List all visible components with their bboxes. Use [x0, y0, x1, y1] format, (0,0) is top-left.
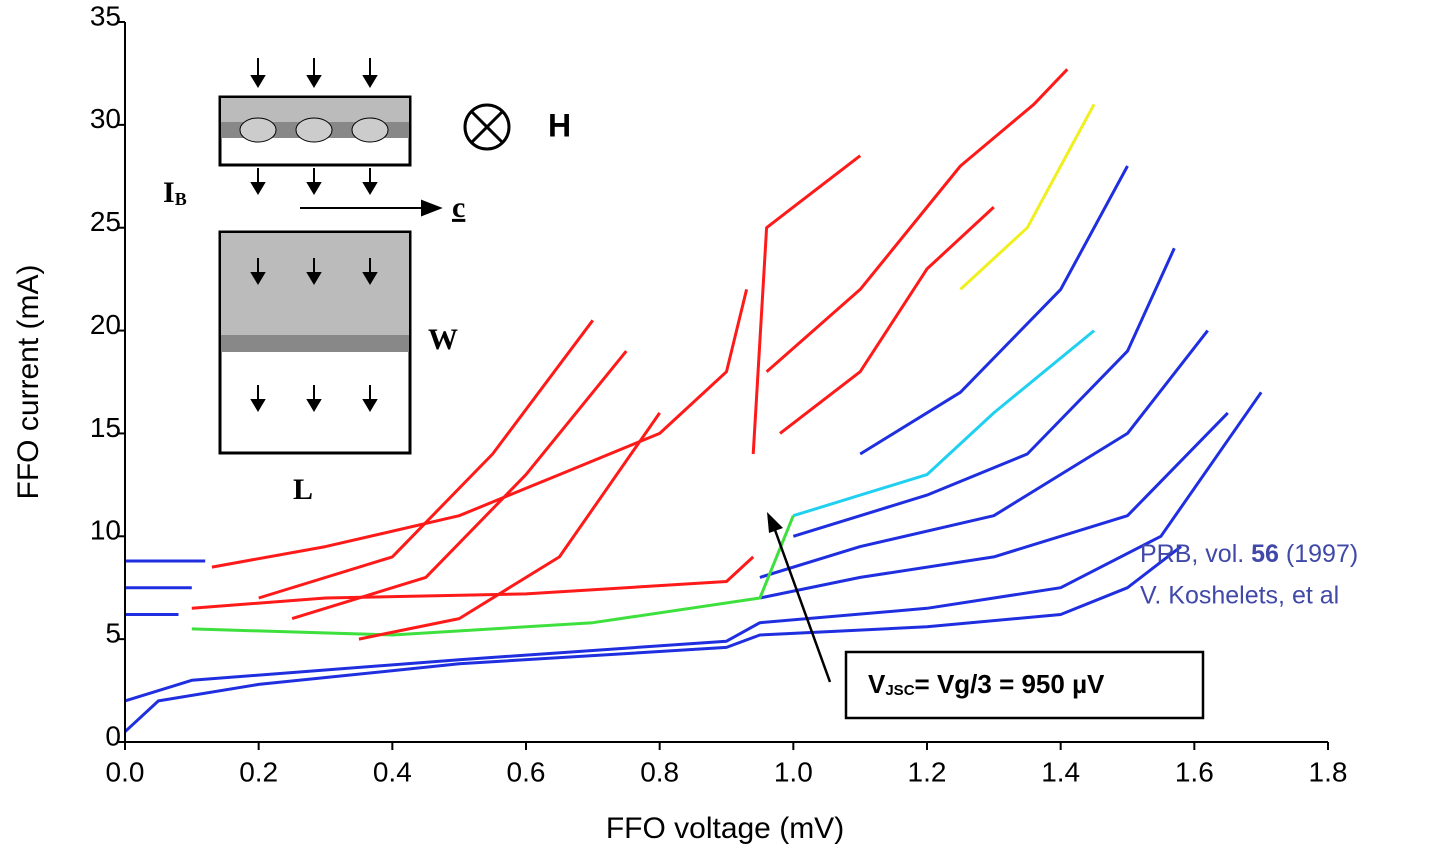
annotation-rest: = Vg/3 = 950 µV	[915, 669, 1106, 699]
y-tick-label: 25	[90, 206, 121, 237]
iv-curve	[123, 545, 1182, 733]
x-tick-label: 0.4	[373, 756, 412, 787]
inset-layer	[221, 233, 409, 335]
annotation-text: VJSC= Vg/3 = 950 µV	[868, 669, 1105, 699]
reference-volume: 56	[1251, 540, 1279, 568]
iv-curve	[191, 515, 795, 637]
x-tick-label: 0.8	[640, 756, 679, 787]
iv-curve	[792, 329, 1096, 518]
vortex	[239, 117, 277, 143]
y-tick-label: 30	[90, 103, 121, 134]
field-label: H	[548, 107, 571, 143]
iv-curve	[859, 165, 1129, 456]
current-label: IB	[163, 176, 187, 209]
x-tick-label: 0.2	[239, 756, 278, 787]
inset-diagram: H IB c W L	[163, 58, 571, 506]
field-symbol	[470, 110, 504, 144]
annotation-main: V	[868, 669, 886, 699]
plot-area	[123, 68, 1263, 733]
vortex	[351, 117, 389, 143]
annotation-box	[844, 650, 1205, 720]
iv-curve	[751, 154, 862, 455]
x-tick-label: 1.8	[1309, 756, 1348, 787]
iv-curve	[211, 289, 749, 569]
width-label: W	[428, 323, 458, 356]
iv-curve	[358, 412, 661, 641]
iv-curve	[124, 391, 1263, 703]
reference-authors: V. Koshelets, et al	[1140, 582, 1339, 610]
iv-curve	[765, 68, 1069, 373]
y-tick-label: 35	[90, 0, 121, 31]
reference-line: PRB, vol. 56 (1997)	[1140, 540, 1358, 568]
reference-year: (1997)	[1279, 540, 1358, 568]
current-label-main: I	[163, 176, 175, 209]
annotation-sub: JSC	[885, 682, 914, 699]
y-tick-label: 15	[90, 412, 121, 443]
x-tick-label: 1.0	[774, 756, 813, 787]
inset-barrier	[221, 335, 409, 352]
iv-curve	[959, 103, 1096, 291]
iv-curve	[779, 205, 995, 435]
x-tick-label: 1.4	[1041, 756, 1080, 787]
x-tick-label: 1.6	[1175, 756, 1214, 787]
iv-curve	[191, 555, 755, 610]
y-tick-label: 5	[105, 618, 121, 649]
x-tick-label: 0.0	[106, 756, 145, 787]
current-arrows	[250, 58, 443, 412]
length-label: L	[293, 473, 313, 506]
axis-label: c	[452, 191, 465, 224]
annotation: VJSC= Vg/3 = 950 µV	[767, 512, 1205, 720]
iv-curve	[759, 329, 1209, 579]
y-tick-label: 10	[90, 515, 121, 546]
x-axis-label: FFO voltage (mV)	[606, 812, 844, 845]
x-tick-label: 0.6	[507, 756, 546, 787]
y-tick-label: 20	[90, 309, 121, 340]
y-tick-label: 0	[105, 720, 121, 751]
y-axis-label: FFO current (mA)	[12, 264, 45, 499]
annotation-arrowhead	[767, 512, 783, 533]
x-tick-label: 1.2	[908, 756, 947, 787]
reference-text: PRB, vol.	[1140, 540, 1251, 568]
field-symbol	[463, 103, 511, 151]
iv-curve	[792, 247, 1176, 538]
current-label-sub: B	[175, 189, 187, 209]
iv-curve	[759, 411, 1229, 600]
annotation-arrow	[773, 529, 832, 683]
vortex	[295, 117, 333, 143]
iv-curve	[258, 319, 595, 600]
